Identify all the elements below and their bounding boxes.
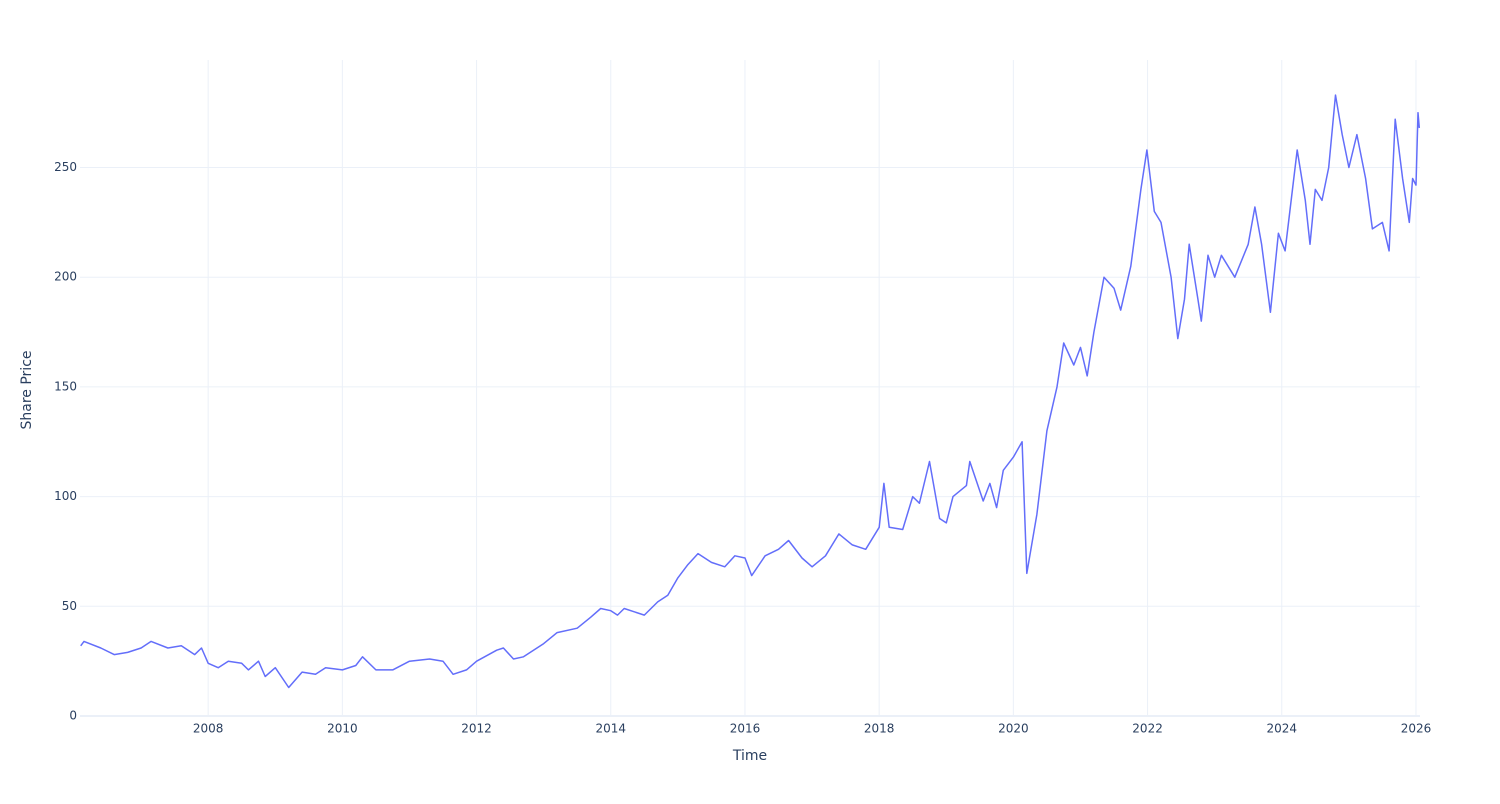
y-tick-label: 100 [54, 489, 77, 503]
y-tick-label: 50 [62, 599, 77, 613]
x-tick-label: 2024 [1266, 722, 1297, 736]
y-tick-label: 0 [69, 709, 77, 723]
x-tick-label: 2008 [193, 722, 224, 736]
x-tick-label: 2020 [998, 722, 1029, 736]
y-tick-label: 250 [54, 160, 77, 174]
y-tick-label: 150 [54, 379, 77, 393]
x-tick-label: 2018 [864, 722, 895, 736]
x-tick-label: 2010 [327, 722, 358, 736]
x-tick-label: 2012 [461, 722, 492, 736]
price-line [80, 94, 1421, 689]
x-tick-label: 2014 [595, 722, 626, 736]
x-tick-label: 2026 [1401, 722, 1432, 736]
x-tick-label: 2016 [730, 722, 761, 736]
y-axis-title: Share Price [19, 350, 35, 429]
x-tick-label: 2022 [1132, 722, 1163, 736]
x-axis-title: Time [732, 748, 767, 764]
y-tick-label: 200 [54, 270, 77, 284]
